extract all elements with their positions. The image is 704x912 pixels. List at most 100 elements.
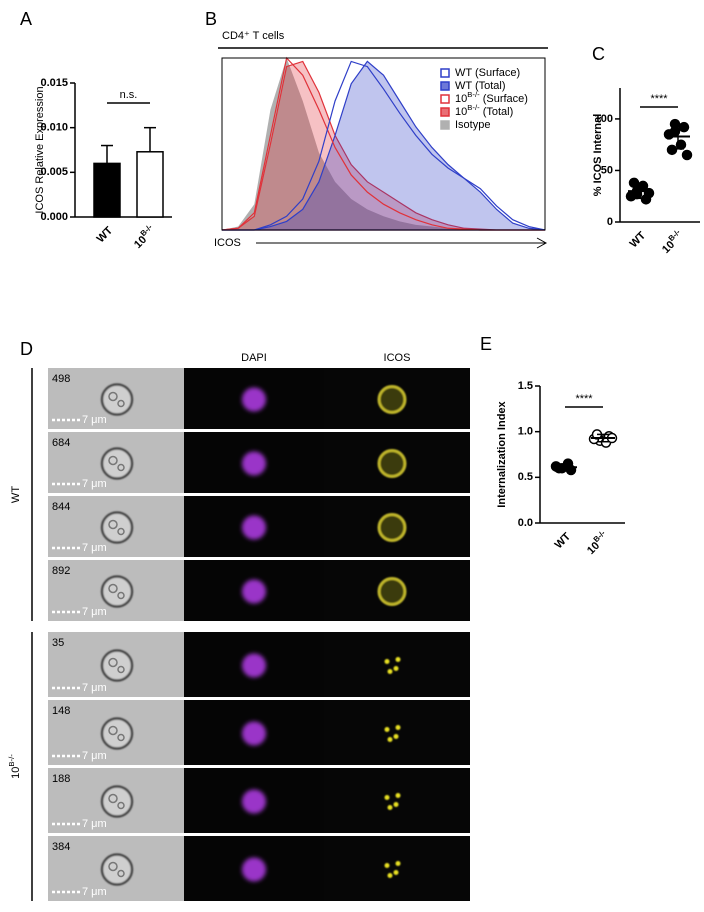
superscript: B-/- bbox=[467, 103, 480, 112]
group-label: WT bbox=[10, 486, 22, 503]
cell-texture bbox=[108, 455, 118, 466]
icos-image bbox=[324, 632, 470, 697]
cell-brightfield bbox=[100, 649, 134, 682]
cell-id: 35 bbox=[52, 637, 64, 649]
legend-label: 10B-/- (Surface) bbox=[455, 90, 528, 105]
icos-spot bbox=[384, 659, 390, 664]
legend-label: WT (Total) bbox=[455, 80, 506, 92]
panel-label: C bbox=[592, 44, 605, 64]
y-tick-label: 50 bbox=[601, 164, 613, 176]
cell-brightfield bbox=[100, 717, 134, 750]
text-part: 10 bbox=[455, 106, 467, 118]
scale-label: 7 μm bbox=[82, 414, 107, 426]
y-axis-label: % ICOS Internal bbox=[592, 114, 604, 197]
scale-label: 7 μm bbox=[82, 606, 107, 618]
cell-texture bbox=[117, 869, 125, 878]
dapi-nucleus bbox=[242, 653, 266, 678]
y-tick-label: 0.005 bbox=[40, 166, 68, 178]
icos-image bbox=[324, 836, 470, 901]
significance-label: **** bbox=[575, 393, 593, 405]
text-part: (Surface) bbox=[480, 93, 528, 105]
cell-id: 384 bbox=[52, 841, 70, 853]
icos-spot bbox=[395, 861, 401, 866]
scale-label: 7 μm bbox=[82, 478, 107, 490]
scale-label: 7 μm bbox=[82, 818, 107, 830]
cell-texture bbox=[108, 391, 118, 402]
x-tick-label: 10B-/- bbox=[130, 222, 159, 251]
icos-signal bbox=[377, 385, 407, 414]
cell-texture bbox=[108, 657, 118, 668]
icos-image bbox=[324, 768, 470, 833]
cell-id: 684 bbox=[52, 437, 70, 449]
icos-spot bbox=[393, 802, 399, 807]
plot-frame bbox=[221, 57, 546, 231]
icos-spot bbox=[387, 737, 393, 742]
cell-texture bbox=[108, 793, 118, 804]
cell-texture bbox=[117, 399, 125, 408]
cell-texture bbox=[108, 861, 118, 872]
legend-marker bbox=[440, 68, 450, 78]
data-point bbox=[681, 149, 693, 161]
y-tick-label: 0.000 bbox=[40, 211, 68, 223]
legend-marker bbox=[440, 81, 450, 91]
dapi-nucleus bbox=[242, 515, 266, 540]
histogram-area bbox=[222, 58, 545, 230]
scale-label: 7 μm bbox=[82, 542, 107, 554]
histogram-area bbox=[222, 60, 546, 231]
cell-id: 188 bbox=[52, 773, 70, 785]
y-axis-label: ICOS Relative Expression bbox=[34, 86, 46, 213]
scale-label: 7 μm bbox=[82, 750, 107, 762]
cell-texture bbox=[108, 583, 118, 594]
scale-label: 7 μm bbox=[82, 886, 107, 898]
legend-marker bbox=[440, 120, 450, 130]
cell-id: 844 bbox=[52, 501, 70, 513]
legend-marker bbox=[440, 94, 450, 104]
y-tick-label: 1.0 bbox=[518, 426, 533, 438]
legend-label: 10B-/- (Total) bbox=[455, 103, 513, 118]
cell-texture bbox=[117, 527, 125, 536]
icos-spot bbox=[395, 793, 401, 798]
icos-spot bbox=[387, 669, 393, 674]
data-point bbox=[678, 121, 690, 133]
cell-texture bbox=[117, 801, 125, 810]
panel-label: A bbox=[20, 9, 32, 29]
y-axis-label: Internalization Index bbox=[496, 400, 508, 507]
data-point bbox=[643, 187, 655, 199]
legend-label: WT (Surface) bbox=[455, 67, 520, 79]
significance-label: **** bbox=[650, 93, 668, 105]
panel-label: E bbox=[480, 334, 492, 354]
dapi-nucleus bbox=[242, 579, 266, 604]
icos-spot bbox=[384, 727, 390, 732]
cell-texture bbox=[108, 519, 118, 530]
dapi-nucleus bbox=[242, 857, 266, 882]
y-tick-label: 100 bbox=[595, 113, 613, 125]
x-tick-label: WT bbox=[95, 224, 116, 245]
icos-signal bbox=[377, 577, 407, 606]
cell-brightfield bbox=[100, 785, 134, 818]
y-tick-label: 0 bbox=[607, 216, 613, 228]
x-tick-label: WT bbox=[628, 229, 649, 250]
cell-id: 148 bbox=[52, 705, 70, 717]
legend-label: Isotype bbox=[455, 119, 490, 131]
icos-spot bbox=[393, 734, 399, 739]
scale-label: 7 μm bbox=[82, 682, 107, 694]
panel-label: B bbox=[205, 9, 217, 29]
superscript: B-/- bbox=[467, 90, 480, 99]
histogram-line bbox=[222, 60, 546, 231]
cell-texture bbox=[117, 733, 125, 742]
y-tick-label: 0.0 bbox=[518, 517, 533, 529]
icos-spot bbox=[387, 873, 393, 878]
column-header: DAPI bbox=[241, 352, 267, 364]
cell-brightfield bbox=[100, 447, 134, 480]
y-tick-label: 0.015 bbox=[40, 77, 68, 89]
icos-image bbox=[324, 700, 470, 765]
text-part: (Total) bbox=[480, 106, 514, 118]
text-part: 10 bbox=[585, 540, 602, 557]
panel-label: D bbox=[20, 339, 33, 359]
cell-texture bbox=[108, 725, 118, 736]
chart-title: CD4⁺ T cells bbox=[222, 30, 285, 42]
cell-id: 498 bbox=[52, 373, 70, 385]
text-part: 10 bbox=[10, 767, 22, 779]
cell-texture bbox=[117, 665, 125, 674]
